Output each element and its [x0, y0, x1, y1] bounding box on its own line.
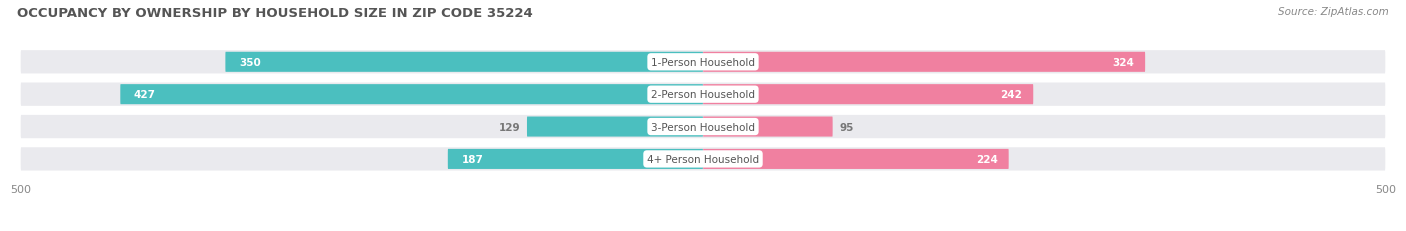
Text: Source: ZipAtlas.com: Source: ZipAtlas.com — [1278, 7, 1389, 17]
FancyBboxPatch shape — [21, 116, 1385, 139]
FancyBboxPatch shape — [703, 85, 1033, 105]
FancyBboxPatch shape — [121, 85, 703, 105]
Text: 224: 224 — [976, 154, 998, 164]
Text: OCCUPANCY BY OWNERSHIP BY HOUSEHOLD SIZE IN ZIP CODE 35224: OCCUPANCY BY OWNERSHIP BY HOUSEHOLD SIZE… — [17, 7, 533, 20]
Text: 95: 95 — [839, 122, 853, 132]
FancyBboxPatch shape — [447, 149, 703, 169]
Text: 187: 187 — [461, 154, 484, 164]
FancyBboxPatch shape — [21, 51, 1385, 74]
FancyBboxPatch shape — [703, 149, 1008, 169]
Text: 129: 129 — [499, 122, 520, 132]
Text: 324: 324 — [1112, 58, 1135, 67]
FancyBboxPatch shape — [225, 52, 703, 73]
Text: 3-Person Household: 3-Person Household — [651, 122, 755, 132]
FancyBboxPatch shape — [527, 117, 703, 137]
FancyBboxPatch shape — [703, 117, 832, 137]
FancyBboxPatch shape — [21, 83, 1385, 106]
Text: 427: 427 — [134, 90, 156, 100]
Text: 350: 350 — [239, 58, 260, 67]
FancyBboxPatch shape — [21, 148, 1385, 171]
Text: 2-Person Household: 2-Person Household — [651, 90, 755, 100]
FancyBboxPatch shape — [703, 52, 1144, 73]
Text: 1-Person Household: 1-Person Household — [651, 58, 755, 67]
Text: 242: 242 — [1001, 90, 1022, 100]
Text: 4+ Person Household: 4+ Person Household — [647, 154, 759, 164]
